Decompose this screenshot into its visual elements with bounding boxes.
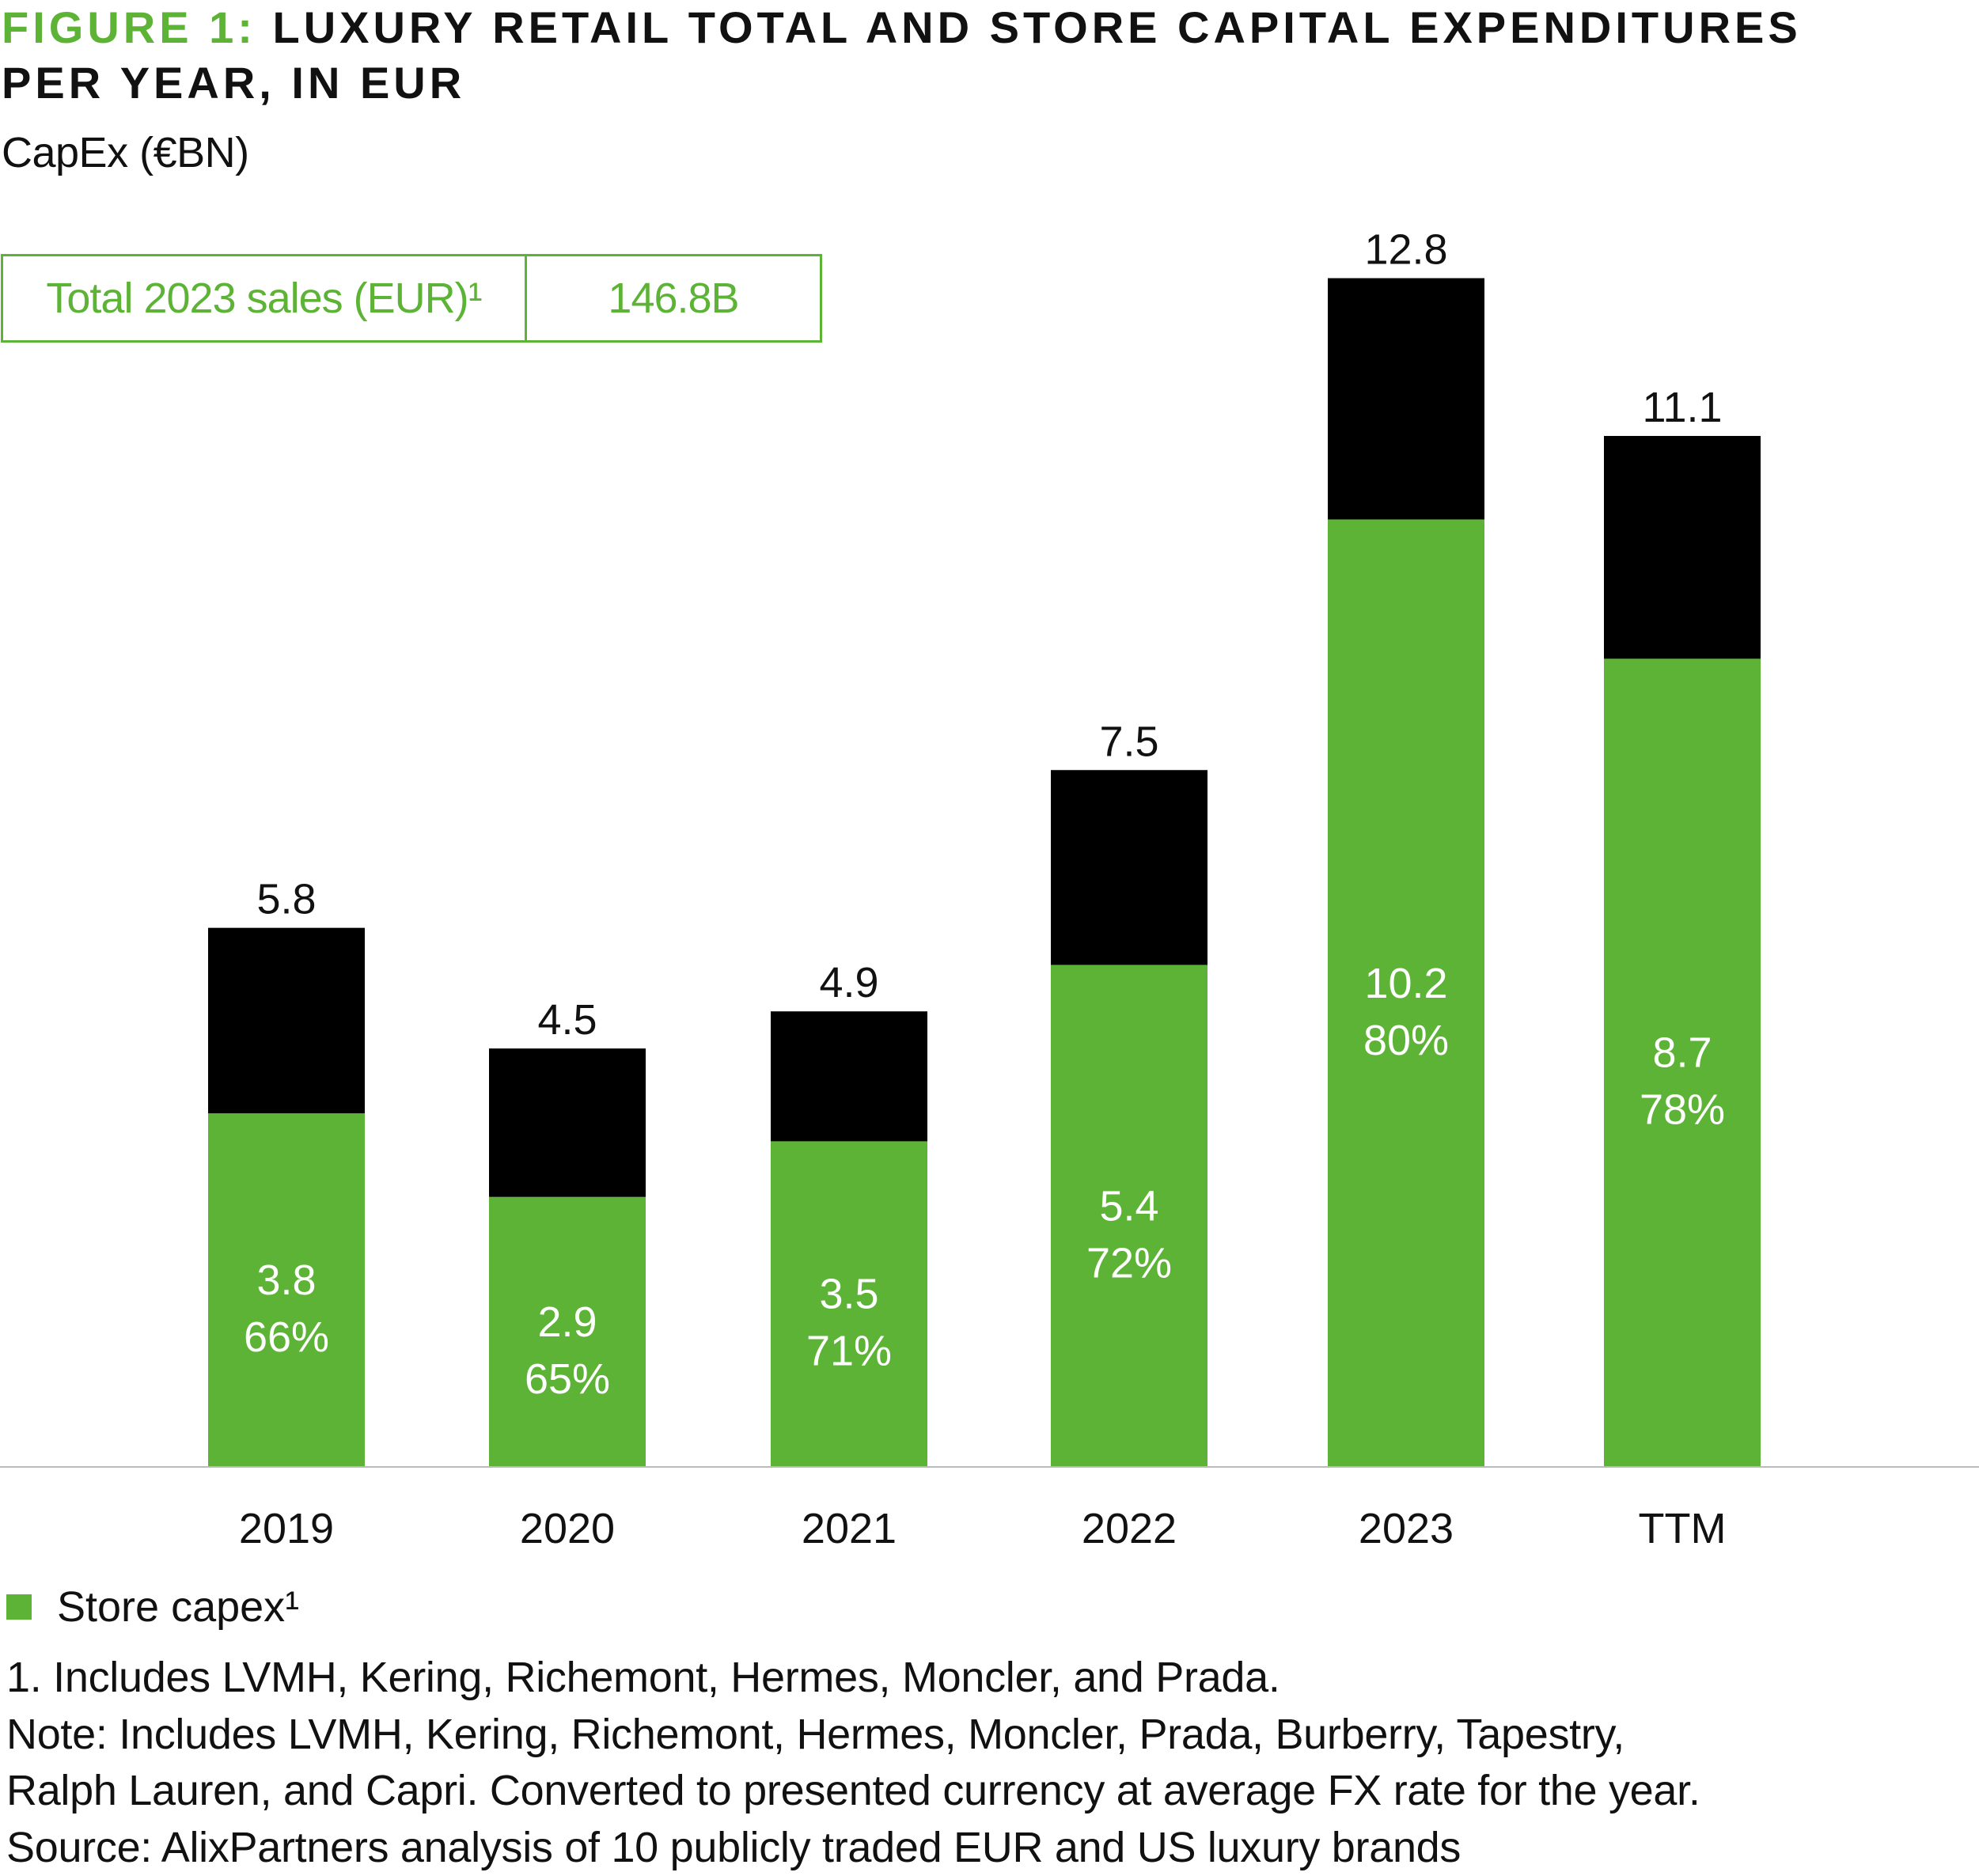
x-tick-label: 2019 [239,1505,334,1552]
store-value-label: 5.4 [1099,1182,1158,1230]
total-label: 7.5 [1099,718,1158,765]
store-value-label: 3.5 [819,1271,878,1318]
store-value-label: 10.2 [1364,960,1447,1007]
footnote: Note: Includes LVMH, Kering, Richemont, … [6,1707,1700,1764]
total-label: 11.1 [1642,384,1722,431]
bar-other-capex [1328,279,1484,520]
footnote: 1. Includes LVMH, Kering, Richemont, Her… [6,1650,1700,1707]
total-label: 4.9 [819,959,878,1006]
store-value-label: 8.7 [1652,1029,1712,1077]
store-pct-label: 71% [806,1328,892,1375]
footnote: Source: AlixPartners analysis of 10 publ… [6,1820,1700,1876]
legend-swatch-store [6,1594,32,1620]
bar-other-capex [489,1048,646,1197]
store-value-label: 2.9 [537,1298,597,1346]
x-tick-label: TTM [1639,1505,1727,1552]
bar-other-capex [771,1011,927,1141]
store-value-label: 3.8 [256,1256,316,1304]
footnotes: 1. Includes LVMH, Kering, Richemont, Her… [6,1650,1700,1876]
store-pct-label: 72% [1086,1239,1172,1287]
bar-other-capex [1051,770,1207,965]
total-label: 4.5 [537,996,597,1044]
total-label: 5.8 [256,876,316,923]
x-tick-label: 2022 [1082,1505,1177,1552]
bar-other-capex [208,928,365,1114]
store-pct-label: 66% [244,1313,329,1361]
x-tick-label: 2021 [802,1505,897,1552]
store-pct-label: 65% [525,1355,610,1403]
x-tick-label: 2020 [520,1505,615,1552]
bar-other-capex [1604,436,1761,659]
legend-label-store: Store capex¹ [57,1582,299,1632]
total-label: 12.8 [1364,226,1447,274]
legend: Store capex¹ [6,1582,299,1632]
store-pct-label: 78% [1640,1086,1725,1134]
x-tick-label: 2023 [1359,1505,1454,1552]
store-pct-label: 80% [1363,1017,1449,1064]
footnote: Ralph Lauren, and Capri. Converted to pr… [6,1763,1700,1820]
